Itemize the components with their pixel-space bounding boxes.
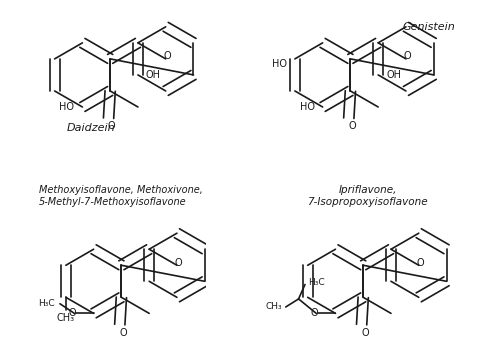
Text: O: O <box>164 51 171 61</box>
Text: O: O <box>348 121 356 131</box>
Text: Daidzein: Daidzein <box>66 123 115 133</box>
Text: HO: HO <box>299 102 315 112</box>
Text: O: O <box>311 308 319 318</box>
Text: OH: OH <box>146 70 161 80</box>
Text: Ipriflavone,
7-Isopropoxyisoflavone: Ipriflavone, 7-Isopropoxyisoflavone <box>307 185 428 207</box>
Text: CH₃: CH₃ <box>266 303 283 312</box>
Text: O: O <box>108 121 116 131</box>
Text: O: O <box>175 258 182 268</box>
Text: Methoxyisoflavone, Methoxivone,
5-Methyl-7-Methoxyisoflavone: Methoxyisoflavone, Methoxivone, 5-Methyl… <box>39 185 203 207</box>
Text: O: O <box>361 328 368 338</box>
Text: HO: HO <box>59 102 74 112</box>
Text: Genistein: Genistein <box>403 22 456 32</box>
Text: O: O <box>404 51 411 61</box>
Text: H₃C: H₃C <box>308 278 325 287</box>
Text: CH₃: CH₃ <box>57 313 75 323</box>
Text: HO: HO <box>272 59 287 69</box>
Text: O: O <box>69 308 76 318</box>
Text: O: O <box>416 258 424 268</box>
Text: O: O <box>119 328 127 338</box>
Text: H₃C: H₃C <box>39 299 55 308</box>
Text: OH: OH <box>386 70 401 80</box>
